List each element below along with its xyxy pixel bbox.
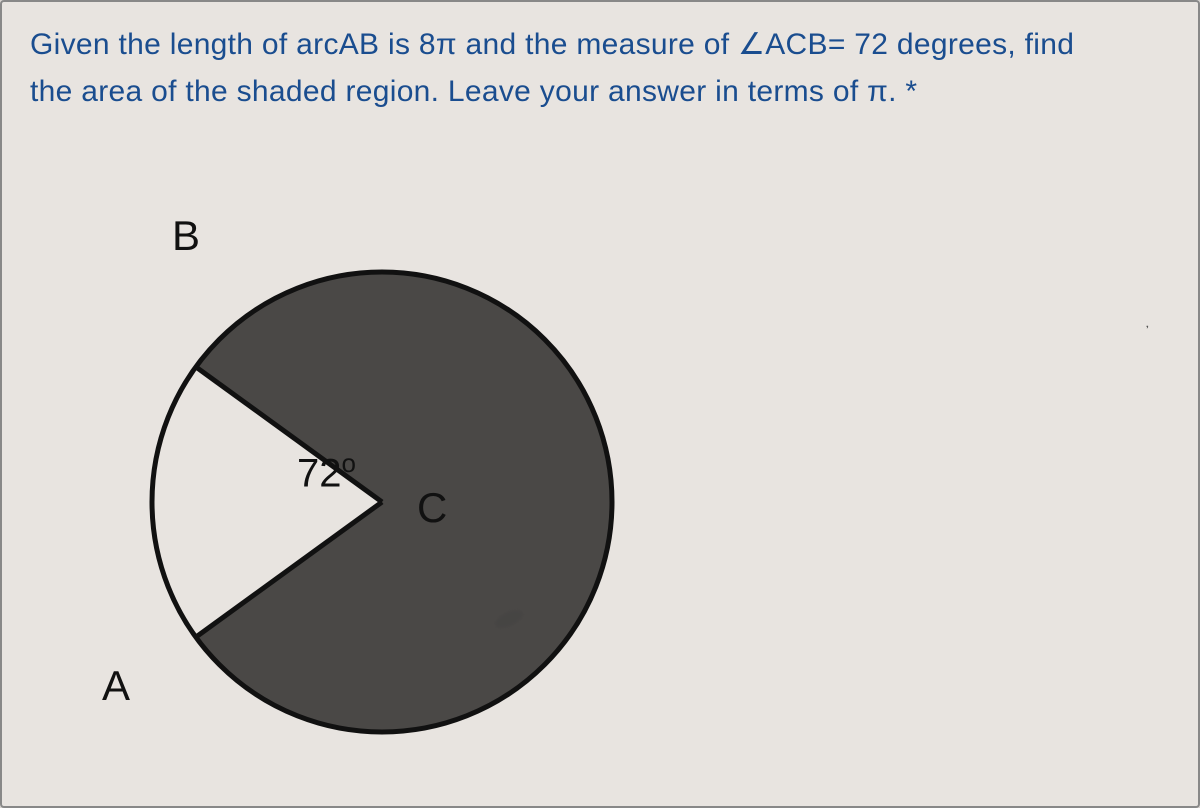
required-asterisk: * <box>905 75 917 108</box>
problem-line-2: the area of the shaded region. Leave you… <box>30 75 897 108</box>
stray-mark: ᾽ <box>1145 324 1150 342</box>
problem-line-1: Given the length of arcAB is 8π and the … <box>30 28 1074 61</box>
diagram-svg <box>102 202 662 762</box>
angle-measure: 72o <box>297 448 356 496</box>
degree-symbol: o <box>342 448 356 478</box>
point-label-C: C <box>417 484 447 532</box>
content-panel: Given the length of arcAB is 8π and the … <box>0 0 1200 808</box>
circle-diagram: B A C 72o <box>102 202 662 762</box>
problem-statement: Given the length of arcAB is 8π and the … <box>30 22 1170 115</box>
point-label-A: A <box>102 662 130 710</box>
point-label-B: B <box>172 212 200 260</box>
